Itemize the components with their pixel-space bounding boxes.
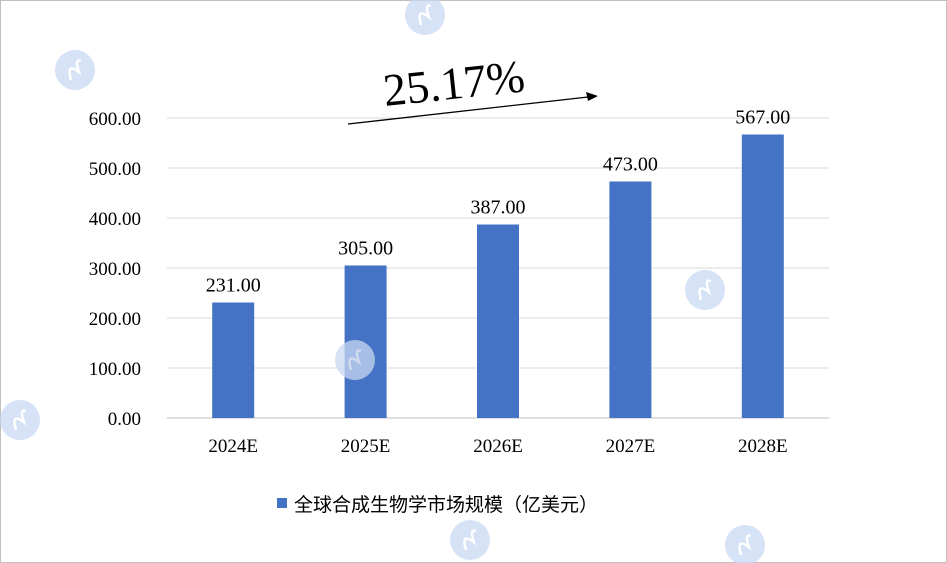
logo-mark-icon xyxy=(463,529,477,551)
y-tick-label: 0.00 xyxy=(108,409,141,430)
legend-swatch xyxy=(277,498,287,508)
legend: 全球合成生物学市场规模（亿美元） xyxy=(277,494,598,516)
watermark xyxy=(405,0,445,35)
logo-badge-icon xyxy=(405,0,445,35)
bars xyxy=(212,134,784,418)
x-tick-label: 2025E xyxy=(341,436,391,457)
data-label: 305.00 xyxy=(338,238,393,260)
logo-mark-icon xyxy=(418,4,432,26)
x-tick-label: 2026E xyxy=(473,436,523,457)
y-tick-label: 100.00 xyxy=(89,359,141,380)
y-tick-label: 300.00 xyxy=(89,259,141,280)
x-tick-label: 2028E xyxy=(738,436,788,457)
logo-mark-icon xyxy=(68,59,82,81)
watermark xyxy=(685,270,725,310)
logo-mark-icon xyxy=(13,409,27,431)
gridlines xyxy=(167,117,829,419)
watermark xyxy=(335,340,375,380)
legend-label: 全球合成生物学市场规模（亿美元） xyxy=(294,494,598,516)
x-tick-label: 2027E xyxy=(606,436,656,457)
y-axis-ticks: 0.00 100.00 200.00 300.00 400.00 500.00 600.00 xyxy=(89,109,141,430)
bar xyxy=(609,181,652,418)
data-label: 473.00 xyxy=(603,154,658,176)
bar xyxy=(741,134,784,418)
watermark xyxy=(0,400,40,440)
logo-badge-icon xyxy=(450,520,490,560)
y-tick-label: 200.00 xyxy=(89,309,141,330)
bar xyxy=(477,224,519,418)
cagr-arrow-line xyxy=(347,96,589,125)
x-axis-labels: 2024E 2025E 2026E 2027E 2028E xyxy=(208,436,787,457)
watermark xyxy=(450,520,490,560)
logo-mark-icon xyxy=(348,349,362,371)
data-label: 387.00 xyxy=(471,197,526,219)
cagr-annotation: 25.17% xyxy=(347,50,598,125)
y-tick-label: 500.00 xyxy=(89,159,141,180)
bar xyxy=(212,302,255,418)
watermark xyxy=(725,525,765,563)
logo-mark-icon xyxy=(698,279,712,301)
data-labels: 231.00 305.00 387.00 473.00 567.00 xyxy=(206,107,791,297)
logo-mark-icon xyxy=(738,534,752,556)
data-label: 567.00 xyxy=(735,107,790,129)
y-tick-label: 400.00 xyxy=(89,209,141,230)
logo-badge-icon xyxy=(725,525,765,563)
watermark xyxy=(55,50,95,90)
watermarks xyxy=(0,0,765,563)
data-label: 231.00 xyxy=(206,275,261,297)
cagr-arrow-head xyxy=(586,92,598,101)
x-tick-label: 2024E xyxy=(208,436,258,457)
y-tick-label: 600.00 xyxy=(89,109,141,130)
